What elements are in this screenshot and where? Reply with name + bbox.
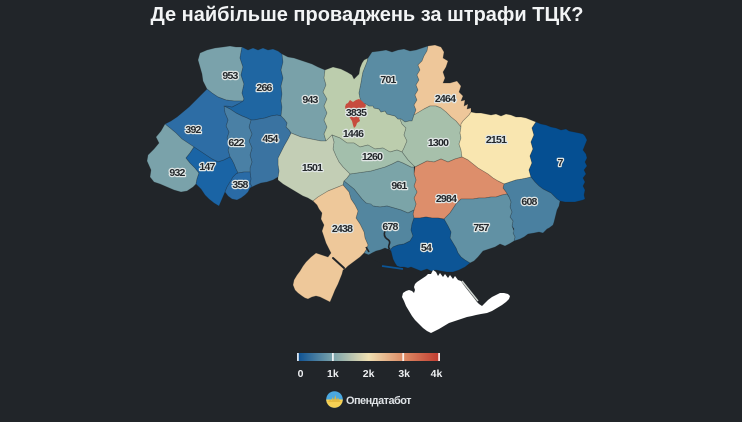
svg-text:2984: 2984 <box>436 193 457 205</box>
svg-text:2464: 2464 <box>435 93 456 105</box>
svg-text:3835: 3835 <box>346 107 367 119</box>
svg-text:0: 0 <box>298 368 304 380</box>
svg-text:266: 266 <box>256 82 272 94</box>
svg-text:2151: 2151 <box>486 134 507 146</box>
svg-text:932: 932 <box>169 167 185 179</box>
svg-text:701: 701 <box>380 74 396 86</box>
svg-text:358: 358 <box>232 179 248 191</box>
svg-text:Де найбільше проваджень за штр: Де найбільше проваджень за штрафи ТЦК? <box>150 4 583 26</box>
svg-text:392: 392 <box>185 124 201 136</box>
svg-text:622: 622 <box>228 137 244 149</box>
svg-text:678: 678 <box>382 221 398 233</box>
svg-text:2k: 2k <box>363 368 375 380</box>
svg-text:1k: 1k <box>327 368 339 380</box>
svg-text:943: 943 <box>302 94 318 106</box>
svg-text:757: 757 <box>473 222 489 234</box>
svg-text:1260: 1260 <box>362 151 383 163</box>
svg-text:147: 147 <box>199 161 215 173</box>
svg-text:608: 608 <box>521 196 537 208</box>
svg-text:54: 54 <box>421 242 432 254</box>
svg-text:1446: 1446 <box>343 128 364 140</box>
svg-text:953: 953 <box>222 70 238 82</box>
svg-text:1501: 1501 <box>302 162 323 174</box>
svg-text:7: 7 <box>557 157 563 169</box>
svg-text:2438: 2438 <box>332 223 353 235</box>
svg-text:3k: 3k <box>398 368 410 380</box>
svg-text:Опендатабот: Опендатабот <box>346 395 412 407</box>
svg-text:454: 454 <box>262 133 278 145</box>
svg-text:4k: 4k <box>431 368 443 380</box>
svg-text:961: 961 <box>391 180 407 192</box>
svg-text:1300: 1300 <box>428 137 449 149</box>
